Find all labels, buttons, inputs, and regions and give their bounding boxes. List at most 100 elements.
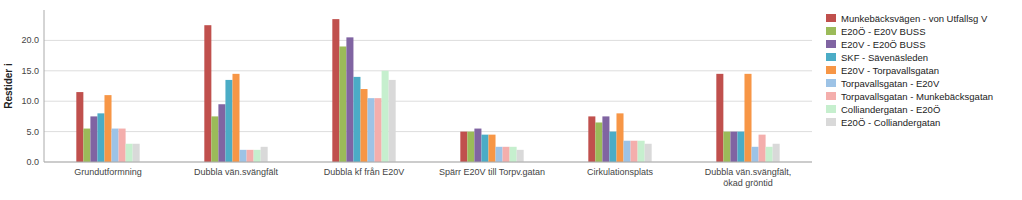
bar bbox=[76, 92, 83, 162]
bar bbox=[737, 132, 744, 162]
grid bbox=[44, 40, 812, 162]
bars bbox=[76, 19, 779, 162]
x-tick-label-line: Dubbla vän.svängfält bbox=[194, 167, 279, 177]
grid-line bbox=[44, 131, 812, 132]
y-tick-label: 0.0 bbox=[26, 157, 39, 167]
bar bbox=[389, 80, 396, 162]
bar bbox=[90, 116, 97, 162]
bar bbox=[247, 150, 254, 162]
bar bbox=[759, 135, 766, 162]
x-axis-line bbox=[44, 162, 812, 163]
bar bbox=[474, 129, 481, 162]
legend-label: E20V - Torpavallsgatan bbox=[841, 65, 939, 76]
legend-swatch bbox=[826, 118, 836, 126]
bar bbox=[240, 150, 247, 162]
legend-label: Colliandergatan - E20Ö bbox=[841, 104, 940, 115]
y-tick-label: 20.0 bbox=[21, 35, 39, 45]
legend-label: SKF - Sävenäsleden bbox=[841, 52, 928, 63]
legend-label: Torpavallsgatan - E20V bbox=[841, 78, 940, 89]
bar bbox=[723, 132, 730, 162]
y-axis-label: Restider i bbox=[3, 63, 14, 109]
bar bbox=[752, 147, 759, 162]
bar bbox=[368, 98, 375, 162]
bar bbox=[360, 89, 367, 162]
bar bbox=[126, 144, 133, 162]
legend-swatch bbox=[826, 79, 836, 87]
bar bbox=[510, 147, 517, 162]
bar bbox=[346, 37, 353, 162]
x-tick-label-line: Dubbla kf från E20V bbox=[324, 167, 405, 177]
bar bbox=[232, 74, 239, 162]
x-tick-label: Dubbla kf från E20V bbox=[324, 167, 405, 177]
legend: Munkebäcksvägen - von Utfallsg V E20Ö - E… bbox=[826, 13, 993, 128]
bar bbox=[595, 122, 602, 162]
bar bbox=[225, 80, 232, 162]
bar bbox=[481, 135, 488, 162]
bar bbox=[382, 71, 389, 162]
bar bbox=[467, 132, 474, 162]
x-tick-label-line: Cirkulationsplats bbox=[587, 167, 654, 177]
x-tick-label: Cirkulationsplats bbox=[587, 167, 654, 177]
bar bbox=[339, 46, 346, 162]
legend-swatch bbox=[826, 53, 836, 61]
legend-swatch bbox=[826, 105, 836, 113]
bar bbox=[588, 116, 595, 162]
grid-line bbox=[44, 101, 812, 102]
legend-swatch bbox=[826, 40, 836, 48]
bar bbox=[204, 25, 211, 162]
legend-swatch bbox=[826, 66, 836, 74]
bar bbox=[104, 95, 111, 162]
bar bbox=[609, 132, 616, 162]
grid-line bbox=[44, 162, 812, 163]
bar bbox=[716, 74, 723, 162]
bar bbox=[773, 144, 780, 162]
x-tick-label: Dubbla vän.svängfält,ökad gröntid bbox=[705, 167, 792, 188]
bar bbox=[638, 141, 645, 162]
bar bbox=[503, 147, 510, 162]
grid-line bbox=[44, 70, 812, 71]
bar bbox=[218, 104, 225, 162]
y-tick-label: 5.0 bbox=[26, 127, 39, 137]
bar bbox=[375, 98, 382, 162]
legend-label: E20V - E20Ö BUSS bbox=[841, 39, 925, 50]
bar bbox=[496, 147, 503, 162]
bar bbox=[254, 150, 261, 162]
x-tick-label: Grundutformning bbox=[74, 167, 142, 177]
bar bbox=[460, 132, 467, 162]
y-tick-label: 10.0 bbox=[21, 96, 39, 106]
y-tick-label: 15.0 bbox=[21, 66, 39, 76]
bar bbox=[353, 77, 360, 162]
bar bbox=[83, 129, 90, 162]
grid-line bbox=[44, 40, 812, 41]
chart-svg: 0.0 5.0 10.0 15.0 20.0 Grundutformning Dubbla … bbox=[0, 0, 1022, 200]
bar bbox=[744, 74, 751, 162]
bar bbox=[517, 150, 524, 162]
x-tick-label-line: Grundutformning bbox=[74, 167, 142, 177]
bar bbox=[261, 147, 268, 162]
bar bbox=[730, 132, 737, 162]
legend-label: Munkebäcksvägen - von Utfallsg V bbox=[841, 13, 988, 24]
x-tick-label-line: ökad gröntid bbox=[723, 178, 773, 188]
bar bbox=[631, 141, 638, 162]
x-tick-label-line: Spärr E20V till Torpv.gatan bbox=[439, 167, 545, 177]
legend-label: E20Ö - E20V BUSS bbox=[841, 26, 925, 37]
bar bbox=[766, 147, 773, 162]
bar bbox=[119, 129, 126, 162]
chart-container: 0.0 5.0 10.0 15.0 20.0 Grundutformning Dubbla … bbox=[0, 0, 1022, 200]
bar bbox=[488, 135, 495, 162]
y-axis-line bbox=[44, 10, 45, 162]
bar bbox=[616, 113, 623, 162]
bar bbox=[602, 116, 609, 162]
legend-swatch bbox=[826, 27, 836, 35]
bar bbox=[112, 129, 119, 162]
legend-swatch bbox=[826, 14, 836, 22]
bar bbox=[97, 113, 104, 162]
x-tick-label: Spärr E20V till Torpv.gatan bbox=[439, 167, 545, 177]
x-tick-label: Dubbla vän.svängfält bbox=[194, 167, 279, 177]
bar bbox=[211, 116, 218, 162]
legend-label: E20Ö - Colliandergatan bbox=[841, 117, 940, 128]
bar bbox=[645, 144, 652, 162]
legend-swatch bbox=[826, 92, 836, 100]
x-tick-label-line: Dubbla vän.svängfält, bbox=[705, 167, 792, 177]
bar bbox=[332, 19, 339, 162]
